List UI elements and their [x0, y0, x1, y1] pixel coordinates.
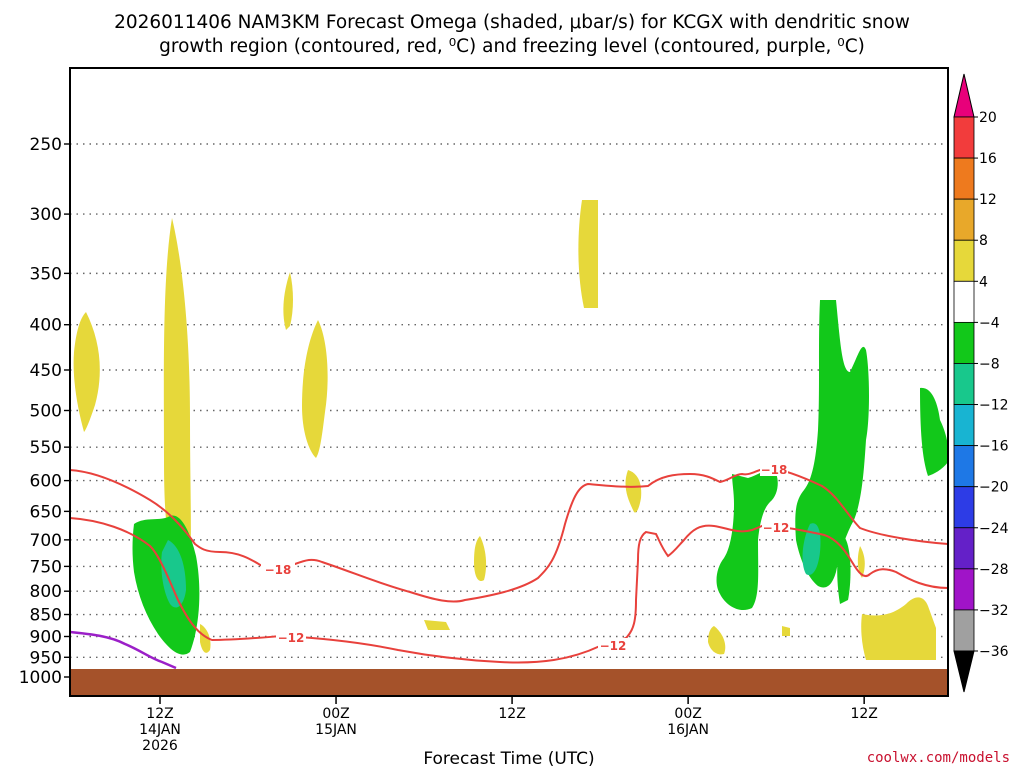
omega-blob	[857, 546, 865, 578]
colorbar-label: −36	[979, 644, 1009, 660]
x-tick-label: 12Z	[850, 706, 877, 722]
colorbar-segment	[953, 486, 975, 529]
y-tick-label: 850	[30, 606, 62, 626]
omega-blob	[708, 626, 726, 655]
y-tick-label: 950	[30, 648, 62, 668]
colorbar-segment	[953, 404, 975, 447]
contour-label: −18	[761, 463, 788, 477]
omega-blob	[716, 468, 778, 611]
x-tick-label: 15JAN	[315, 722, 357, 738]
colorbar-label: −12	[979, 398, 1009, 414]
colorbar-label: 16	[979, 151, 997, 167]
colorbar-segment	[953, 198, 975, 241]
x-tick-label: 16JAN	[667, 722, 709, 738]
colorbar-segment	[953, 363, 975, 405]
freezing-level-contour	[69, 630, 177, 670]
colorbar-segment	[953, 445, 975, 488]
contour-label: −12	[763, 521, 790, 535]
pressure-gridlines: 2503003504004505005506006507007508008509…	[19, 135, 948, 688]
omega-blob	[474, 536, 487, 582]
colorbar-segment	[953, 239, 975, 282]
colorbar-label: 4	[979, 274, 988, 290]
y-tick-label: 450	[30, 361, 62, 381]
y-tick-label: 700	[30, 531, 62, 551]
contour-label: −18	[265, 563, 292, 577]
omega-negative-shading	[132, 300, 949, 655]
omega-blob	[625, 470, 642, 513]
x-axis-title: Forecast Time (UTC)	[423, 749, 594, 768]
colorbar-segment	[953, 527, 975, 570]
contour-labels: −18 −12 −18 −12 −12	[261, 462, 790, 653]
colorbar-segment	[953, 157, 975, 200]
colorbar-segment	[953, 116, 975, 159]
y-tick-label: 750	[30, 557, 62, 577]
colorbar-label: 8	[979, 233, 988, 249]
omega-blob	[920, 387, 949, 476]
omega-blob	[782, 626, 790, 636]
plot-frame	[69, 67, 949, 697]
y-tick-label: 1000	[19, 668, 62, 688]
omega-blob	[200, 624, 211, 653]
y-tick-label: 400	[30, 316, 62, 336]
x-tick-label: 12Z	[146, 706, 173, 722]
colorbar-segment	[953, 280, 975, 323]
y-tick-label: 250	[30, 135, 62, 155]
colorbar-segment	[953, 568, 975, 611]
colorbar-label: −28	[979, 562, 1009, 578]
omega-blob	[161, 540, 186, 608]
credit-text: coolwx.com/models	[867, 750, 1010, 766]
y-tick-label: 500	[30, 402, 62, 422]
chart-title-line1: 2026011406 NAM3KM Forecast Omega (shaded…	[114, 12, 910, 33]
contour-label: −12	[278, 631, 305, 645]
colorbar-label: −32	[979, 603, 1009, 619]
colorbar-segment	[953, 609, 975, 652]
contour-label: −12	[600, 639, 627, 653]
colorbar-label: −24	[979, 521, 1009, 537]
omega-blob	[424, 620, 450, 630]
ground-shading	[70, 669, 948, 696]
colorbar-label: −20	[979, 480, 1009, 496]
colorbar-label: 12	[979, 192, 997, 208]
omega-blob	[861, 597, 936, 660]
omega-positive-shading	[73, 200, 936, 660]
omega-blob	[802, 523, 821, 576]
colorbar: 20 16 12 8 4 −4 −8 −12 −16 −20 −24 −28 −32 −36	[953, 73, 1009, 693]
colorbar-label: −16	[979, 439, 1009, 455]
y-tick-label: 650	[30, 502, 62, 522]
omega-blob	[302, 320, 328, 458]
x-tick-label: 00Z	[674, 706, 701, 722]
omega-blob	[578, 200, 598, 308]
omega-blob	[837, 534, 851, 604]
chart-title-line2: growth region (contoured, red, ⁰C) and f…	[159, 36, 865, 57]
y-tick-label: 300	[30, 205, 62, 225]
y-tick-label: 550	[30, 438, 62, 458]
colorbar-bottom-triangle	[953, 650, 975, 693]
dgz-contour-minus12	[69, 517, 949, 664]
colorbar-segment	[953, 321, 975, 364]
y-tick-label: 900	[30, 627, 62, 647]
x-tick-label: 14JAN	[139, 722, 181, 738]
colorbar-label: 20	[979, 110, 997, 126]
colorbar-label: −4	[979, 315, 1000, 331]
y-tick-label: 600	[30, 472, 62, 492]
y-tick-label: 800	[30, 582, 62, 602]
x-tick-label: 2026	[142, 738, 178, 754]
omega-blob	[73, 312, 100, 432]
colorbar-label: −8	[979, 356, 1000, 372]
omega-blob	[283, 272, 293, 330]
colorbar-top-triangle	[953, 73, 975, 118]
x-tick-label: 00Z	[322, 706, 349, 722]
x-tick-label: 12Z	[498, 706, 525, 722]
y-tick-label: 350	[30, 264, 62, 284]
omega-blob	[163, 218, 191, 567]
